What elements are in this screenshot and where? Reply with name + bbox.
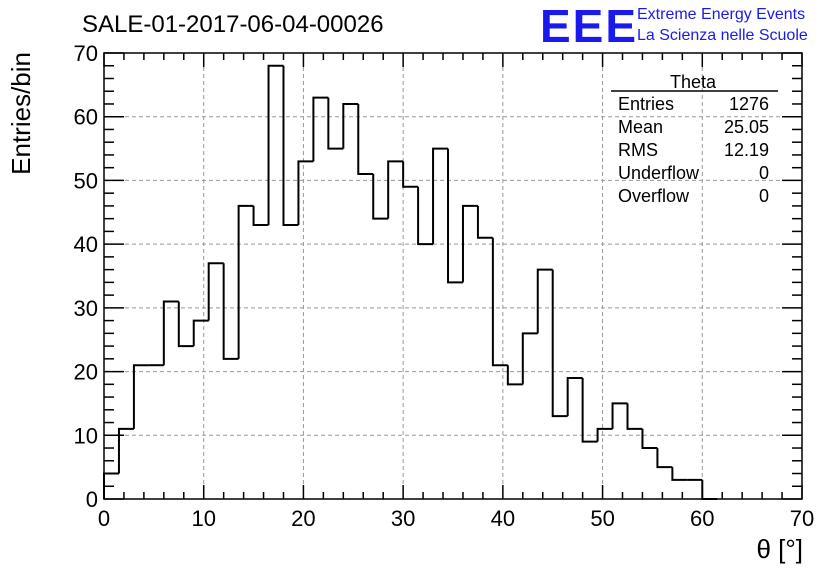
stats-label: Underflow bbox=[618, 163, 700, 183]
histogram-bin bbox=[237, 204, 254, 359]
plot-border bbox=[103, 52, 803, 500]
histogram-bin bbox=[536, 268, 553, 334]
histogram-bin bbox=[282, 65, 299, 227]
stats-rows: Entries 1276 Mean 25.05 RMS 12.19 Underflow 0 Ov… bbox=[618, 94, 769, 206]
stats-box: Theta Entries 1276 Mean 25.05 RMS 12.19 Underf… bbox=[611, 72, 778, 206]
stats-value: 1276 bbox=[729, 94, 769, 114]
histogram-bin bbox=[611, 402, 628, 429]
y-tick-label: 40 bbox=[74, 232, 98, 257]
histogram-bin bbox=[312, 96, 329, 162]
x-tick-label: 40 bbox=[491, 506, 515, 531]
histogram-bin bbox=[192, 319, 209, 347]
y-tick-label: 30 bbox=[74, 296, 98, 321]
chart-title: SALE-01-2017-06-04-00026 bbox=[82, 11, 384, 38]
histogram-bin bbox=[117, 427, 134, 474]
y-tick-label: 20 bbox=[74, 360, 98, 385]
histogram-bin bbox=[461, 204, 478, 283]
x-tick-label: 60 bbox=[690, 506, 714, 531]
x-tick-label: 70 bbox=[790, 506, 814, 531]
stats-name: Theta bbox=[670, 72, 717, 92]
stats-label: Mean bbox=[618, 117, 663, 137]
histogram-bin bbox=[222, 263, 239, 360]
histogram-bin bbox=[372, 174, 389, 220]
x-tick-label: 10 bbox=[191, 506, 215, 531]
histogram-bin bbox=[671, 467, 688, 481]
stats-label: Overflow bbox=[618, 186, 690, 206]
histogram-bin bbox=[357, 103, 374, 176]
histogram-bin bbox=[207, 262, 224, 321]
y-tick-label: 10 bbox=[74, 423, 98, 448]
histogram-bin bbox=[626, 403, 643, 430]
logo-line-2: La Scienza nelle Scuole bbox=[637, 27, 808, 44]
x-tick-label: 50 bbox=[590, 506, 614, 531]
histogram-bin bbox=[162, 300, 179, 366]
histogram-bin bbox=[521, 332, 538, 385]
x-tick-label: 20 bbox=[291, 506, 315, 531]
histogram-bin bbox=[506, 365, 523, 386]
eee-logo: EEE Extreme Energy Events La Scienza nel… bbox=[540, 0, 808, 52]
histogram-bin bbox=[566, 376, 583, 417]
stats-value: 25.05 bbox=[724, 117, 769, 137]
logo-line-1: Extreme Energy Events bbox=[637, 6, 805, 23]
histogram-bin bbox=[252, 205, 269, 227]
histogram-bin bbox=[581, 377, 598, 443]
histogram-bin bbox=[641, 428, 658, 450]
y-tick-label: 50 bbox=[74, 168, 98, 193]
histogram-bin bbox=[476, 205, 493, 239]
x-tick-label: 0 bbox=[98, 506, 110, 531]
stats-value: 12.19 bbox=[724, 140, 769, 160]
y-tick-label: 0 bbox=[86, 487, 98, 512]
histogram-bin bbox=[387, 160, 404, 219]
histogram-bin bbox=[342, 102, 359, 149]
histogram-bin bbox=[417, 186, 434, 246]
stats-value: 0 bbox=[759, 163, 769, 183]
histogram-bin bbox=[297, 160, 314, 226]
histogram-bin bbox=[132, 364, 149, 429]
x-axis-title: θ [°] bbox=[756, 534, 803, 564]
histogram-bin bbox=[447, 148, 463, 284]
tick-labels: 0 10 20 30 40 50 60 70 0 10 20 30 40 50 60 70 bbox=[74, 41, 815, 531]
y-axis-title: Entries/bin bbox=[6, 52, 36, 175]
plot-frame bbox=[103, 52, 803, 500]
histogram-bin bbox=[432, 147, 449, 245]
histogram-bin bbox=[596, 427, 613, 442]
histogram-bin bbox=[327, 97, 344, 150]
axis-ticks bbox=[103, 52, 803, 500]
logo-mark: EEE bbox=[540, 0, 638, 52]
y-tick-label: 60 bbox=[74, 105, 98, 130]
histogram-bin bbox=[177, 301, 194, 348]
grid bbox=[104, 53, 802, 499]
x-tick-label: 30 bbox=[391, 506, 415, 531]
histogram-bin bbox=[491, 237, 508, 367]
y-tick-label: 70 bbox=[74, 41, 98, 66]
histogram-bin bbox=[267, 64, 284, 226]
stats-label: RMS bbox=[618, 140, 658, 160]
histogram-bin bbox=[402, 161, 419, 188]
stats-value: 0 bbox=[759, 186, 769, 206]
histogram-bin bbox=[656, 448, 673, 469]
histogram-bin bbox=[551, 269, 568, 418]
stats-label: Entries bbox=[618, 94, 674, 114]
